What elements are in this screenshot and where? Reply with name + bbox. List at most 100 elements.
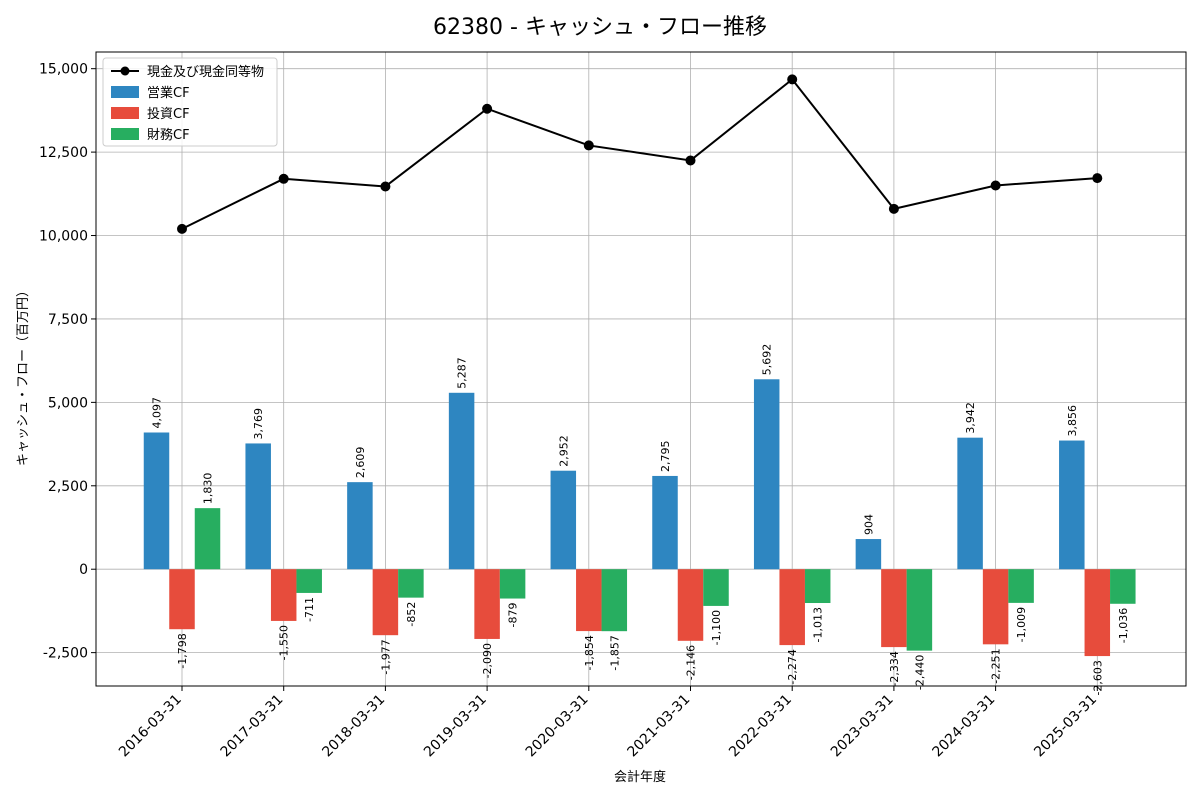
investing-cf-bar — [982, 569, 1009, 645]
investing-cf-data-label: -2,603 — [1091, 660, 1104, 695]
financing-cf-bar — [296, 569, 322, 593]
legend-label: 財務CF — [147, 128, 190, 143]
financing-cf-bar — [1008, 569, 1034, 603]
cash-equivalents-point — [583, 140, 594, 151]
investing-cf-bar — [474, 569, 500, 639]
operating-cf-data-label: 2,952 — [557, 435, 570, 467]
chart-title: 62380 - キャッシュ・フロー推移 — [433, 15, 767, 40]
investing-cf-data-label: -2,251 — [990, 648, 1003, 683]
cash-equivalents-point — [685, 155, 696, 166]
y-tick-label: 5,000 — [48, 395, 88, 411]
y-axis-label: キャッシュ・フロー（百万円） — [16, 284, 31, 466]
x-axis-label: 会計年度 — [614, 769, 666, 785]
operating-cf-bar — [347, 482, 373, 570]
financing-cf-bar — [194, 508, 221, 570]
y-tick-label: 2,500 — [48, 479, 88, 495]
investing-cf-bar — [1084, 569, 1111, 657]
x-axis: 2016-03-31 2017-03-31 2018-03-31 2019-03-31… — [116, 686, 1100, 760]
operating-cf-data-label: 3,769 — [252, 408, 265, 440]
y-tick-label: 12,500 — [39, 145, 88, 161]
bars-layer — [143, 379, 1136, 657]
cash-equivalents-point — [278, 173, 289, 184]
operating-cf-bar — [143, 432, 170, 570]
legend-box — [102, 57, 278, 147]
x-tick-label: 2016-03-31 — [116, 692, 185, 761]
legend-label: 営業CF — [147, 85, 190, 101]
investing-cf-bar — [779, 569, 805, 646]
x-tick-label: 2022-03-31 — [726, 692, 795, 761]
financing-cf-data-label: -1,009 — [1015, 607, 1028, 642]
y-tick-label: 10,000 — [39, 229, 88, 245]
financing-cf-bar — [804, 569, 831, 604]
investing-cf-data-label: -1,550 — [278, 625, 291, 660]
financing-cf-bar — [1110, 569, 1136, 604]
y-tick-label: -2,500 — [43, 646, 88, 662]
operating-cf-bar — [550, 470, 577, 570]
financing-cf-data-label: -2,440 — [913, 655, 926, 690]
y-tick-label: 7,500 — [48, 312, 88, 328]
x-tick-label: 2020-03-31 — [523, 692, 592, 761]
x-tick-label: 2025-03-31 — [1031, 692, 1100, 761]
legend-marker-swatch — [120, 66, 130, 76]
cash-equivalents-point — [380, 181, 391, 192]
line-layer — [177, 74, 1103, 234]
operating-cf-data-label: 2,795 — [659, 440, 672, 472]
cash-equivalents-point — [482, 103, 493, 114]
x-tick-label: 2017-03-31 — [218, 692, 287, 761]
investing-cf-data-label: -1,977 — [379, 639, 392, 674]
operating-cf-data-label: 3,856 — [1066, 405, 1079, 437]
operating-cf-bar — [753, 379, 780, 570]
operating-cf-data-label: 3,942 — [964, 402, 977, 434]
operating-cf-bar — [957, 437, 983, 570]
financing-cf-data-label: -1,013 — [812, 607, 825, 642]
x-tick-label: 2023-03-31 — [828, 692, 897, 761]
operating-cf-bar — [855, 539, 882, 570]
cash-equivalents-point — [1092, 173, 1103, 184]
financing-cf-data-label: 1,830 — [202, 473, 215, 505]
financing-cf-bar — [906, 569, 933, 651]
investing-cf-bar — [169, 569, 195, 630]
investing-cf-data-label: -2,274 — [786, 649, 799, 684]
operating-cf-data-label: 4,097 — [151, 397, 164, 429]
operating-cf-data-label: 2,609 — [354, 447, 367, 479]
investing-cf-data-label: -2,334 — [888, 651, 901, 686]
operating-cf-bar — [652, 475, 678, 570]
bar-labels-layer: 4,097 3,769 2,609 5,287 2,952 2,795 5,692 904 3,… — [151, 344, 1130, 696]
operating-cf-data-label: 5,287 — [456, 357, 469, 389]
x-tick-label: 2024-03-31 — [930, 692, 999, 761]
financing-cf-data-label: -879 — [507, 603, 520, 628]
cash-equivalents-point — [990, 180, 1001, 191]
investing-cf-bar — [677, 569, 704, 641]
operating-cf-data-label: 904 — [862, 514, 875, 535]
cash-equivalents-point — [787, 74, 798, 85]
investing-cf-bar — [576, 569, 602, 632]
legend-color-swatch — [111, 107, 139, 119]
cash-equivalents-line — [181, 77, 1098, 230]
investing-cf-bar — [881, 569, 907, 648]
legend-color-swatch — [111, 128, 139, 140]
legend-label: 投資CF — [147, 106, 190, 122]
operating-cf-bar — [448, 392, 475, 570]
cash-equivalents-point — [888, 203, 899, 214]
y-tick-label: 0 — [79, 562, 88, 578]
legend-color-swatch — [111, 86, 139, 98]
y-axis: -2,500 0 2,500 5,000 7,500 10,000 12,500 15,000 — [39, 62, 96, 662]
x-tick-label: 2021-03-31 — [624, 692, 693, 761]
financing-cf-data-label: -1,036 — [1117, 608, 1130, 643]
cash-equivalents-point — [177, 223, 187, 234]
financing-cf-bar — [499, 569, 526, 599]
financing-cf-data-label: -852 — [405, 602, 418, 627]
operating-cf-bar — [245, 443, 271, 570]
financing-cf-bar — [398, 569, 424, 598]
investing-cf-bar — [372, 569, 399, 636]
financing-cf-bar — [601, 569, 628, 632]
financing-cf-data-label: -711 — [303, 597, 316, 622]
operating-cf-data-label: 5,692 — [761, 344, 774, 376]
legend-label: 現金及び現金同等物 — [147, 64, 264, 80]
investing-cf-data-label: -2,090 — [481, 643, 494, 678]
financing-cf-data-label: -1,857 — [608, 635, 621, 670]
plot-frame — [95, 51, 1187, 687]
